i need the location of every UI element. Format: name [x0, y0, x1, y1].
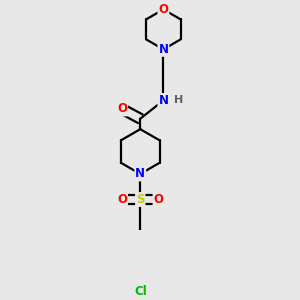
Text: O: O: [117, 193, 127, 206]
Text: O: O: [158, 3, 168, 16]
Text: N: N: [158, 43, 168, 56]
Text: N: N: [135, 167, 145, 181]
Text: O: O: [117, 103, 127, 116]
Text: Cl: Cl: [134, 285, 147, 298]
Text: H: H: [174, 95, 183, 106]
Text: O: O: [154, 193, 164, 206]
Text: N: N: [158, 94, 168, 107]
Text: S: S: [136, 193, 145, 206]
